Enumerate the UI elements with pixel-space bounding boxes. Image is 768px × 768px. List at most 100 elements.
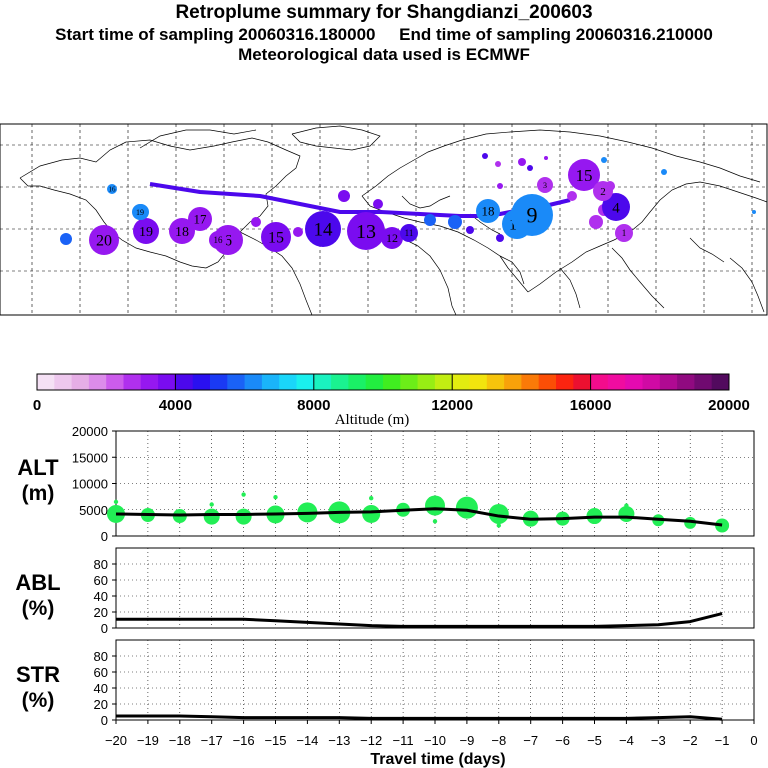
plume-marker-label-20: 1 — [622, 228, 627, 238]
time-axis: −20 −19 −18 −17 −16 −15 −14 −13 −12 −11 −10 −9 −8 −7−… — [105, 720, 758, 768]
sampling-times: Start time of sampling 20060316.180000 E… — [0, 25, 768, 45]
panel-unit: (m) — [22, 482, 55, 505]
y-tick-label: 0 — [101, 713, 108, 728]
colorbar-cell-6 — [140, 374, 159, 390]
x-tick-label: −15 — [264, 733, 286, 748]
altitude-cluster-point — [488, 503, 509, 524]
plume-marker-7 — [261, 222, 291, 252]
y-tick-label: 40 — [94, 589, 108, 604]
y-tick-label: 40 — [94, 681, 108, 696]
x-tick-label: −2 — [683, 733, 698, 748]
x-tick-label: −18 — [169, 733, 191, 748]
altitude-outlier-point — [464, 499, 470, 504]
colorbar-cell-13 — [261, 374, 280, 390]
colorbar-cell-16 — [313, 374, 332, 390]
plume-puff-5 — [601, 157, 607, 163]
plume-marker-label-10: 12 — [386, 231, 398, 245]
x-tick-label: −19 — [137, 733, 159, 748]
retroplume-map: 20191817176161514131211109181519164213 — [0, 123, 768, 316]
plume-marker-label-19: 2 — [600, 186, 606, 198]
plume-puff-17 — [373, 199, 383, 209]
colorbar-cell-32 — [590, 374, 609, 390]
plume-puff-16 — [338, 190, 350, 202]
plume-marker-8 — [305, 211, 341, 247]
plume-marker-11 — [400, 224, 418, 242]
x-tick-label: 0 — [750, 733, 757, 748]
panel-title: ALT — [17, 455, 59, 480]
colorbar-tick-label-2: 8000 — [297, 397, 330, 414]
met-data-label: Meteorological data used is ECMWF — [238, 45, 530, 64]
x-tick-label: −4 — [619, 733, 634, 748]
panel-title: STR — [16, 662, 60, 687]
colorbar-cell-25 — [469, 374, 488, 390]
altitude-outlier-point — [432, 519, 438, 524]
plume-markers: 20191817176161514131211109181519164213 — [60, 153, 756, 255]
plume-marker-label-18: 4 — [612, 200, 620, 216]
colorbar-cell-4 — [106, 374, 124, 390]
colorbar-tick-label-0: 0 — [33, 397, 41, 414]
plume-puff-9 — [497, 183, 503, 189]
plume-marker-18 — [602, 193, 630, 221]
colorbar-cell-39 — [711, 374, 730, 390]
altitude-outlier-point — [369, 496, 374, 501]
colorbar-cell-38 — [694, 374, 713, 390]
colorbar-cell-12 — [244, 374, 263, 390]
mean-abl-line — [116, 612, 723, 628]
y-tick-label: 0 — [101, 621, 108, 636]
x-tick-label: −6 — [555, 733, 570, 748]
plume-puff-13 — [589, 215, 603, 229]
altitude-outlier-point — [209, 502, 214, 507]
colorbar-cell-35 — [642, 374, 661, 390]
plume-marker-19 — [593, 181, 613, 201]
x-axis-label: Travel time (days) — [370, 751, 505, 768]
x-tick-label: −3 — [651, 733, 666, 748]
x-tick-label: −1 — [715, 733, 730, 748]
plume-puff-18 — [424, 214, 436, 226]
colorbar-cell-0 — [37, 374, 55, 390]
y-tick-label: 10000 — [72, 477, 108, 492]
colorbar-cells — [37, 374, 730, 390]
y-tick-label: 20 — [94, 605, 108, 620]
x-tick-label: −13 — [328, 733, 350, 748]
colorbar-cell-15 — [296, 374, 315, 390]
plume-puff-2 — [518, 158, 526, 166]
plume-marker-label-9: 13 — [356, 221, 376, 243]
time-series-panels: 05000100001500020000ALT(m)020406080ABL(%… — [15, 424, 757, 768]
plume-marker-6 — [209, 231, 227, 249]
colorbar-cell-3 — [88, 374, 107, 390]
colorbar-cell-24 — [452, 374, 470, 390]
plume-marker-label-11: 11 — [405, 228, 414, 238]
x-tick-label: −7 — [523, 733, 538, 748]
colorbar-tick-label-1: 4000 — [159, 397, 192, 414]
colorbar-cell-22 — [417, 374, 436, 390]
plume-marker-17 — [107, 184, 117, 194]
x-tick-label: −12 — [360, 733, 382, 748]
mean-alt-line — [115, 507, 723, 527]
altitude-cluster-point — [455, 496, 478, 519]
map-coastlines — [19, 125, 768, 316]
plume-puff-11 — [496, 234, 504, 242]
plume-marker-4 — [188, 207, 212, 231]
colorbar-cell-2 — [71, 374, 90, 390]
plume-puff-21 — [293, 227, 303, 237]
chart-title: Retroplume summary for Shangdianzi_20060… — [175, 2, 593, 23]
x-tick-label: −5 — [587, 733, 602, 748]
x-tick-label: −17 — [201, 733, 223, 748]
plume-marker-label-8: 14 — [314, 220, 334, 241]
map-frame — [0, 123, 768, 316]
plume-marker-label-17: 16 — [109, 185, 117, 193]
colorbar-cell-19 — [365, 374, 384, 390]
plume-marker-15 — [568, 159, 600, 191]
colorbar-cell-37 — [677, 374, 695, 390]
plume-marker-0 — [89, 225, 119, 255]
y-tick-label: 60 — [94, 665, 108, 680]
y-tick-label: 20000 — [72, 424, 108, 439]
plume-puff-8 — [60, 233, 72, 245]
colorbar-cell-8 — [175, 374, 194, 390]
colorbar-cell-30 — [556, 374, 574, 390]
plume-marker-2 — [169, 218, 195, 244]
plume-marker-9 — [347, 212, 385, 250]
altitude-cluster-point — [715, 518, 730, 533]
